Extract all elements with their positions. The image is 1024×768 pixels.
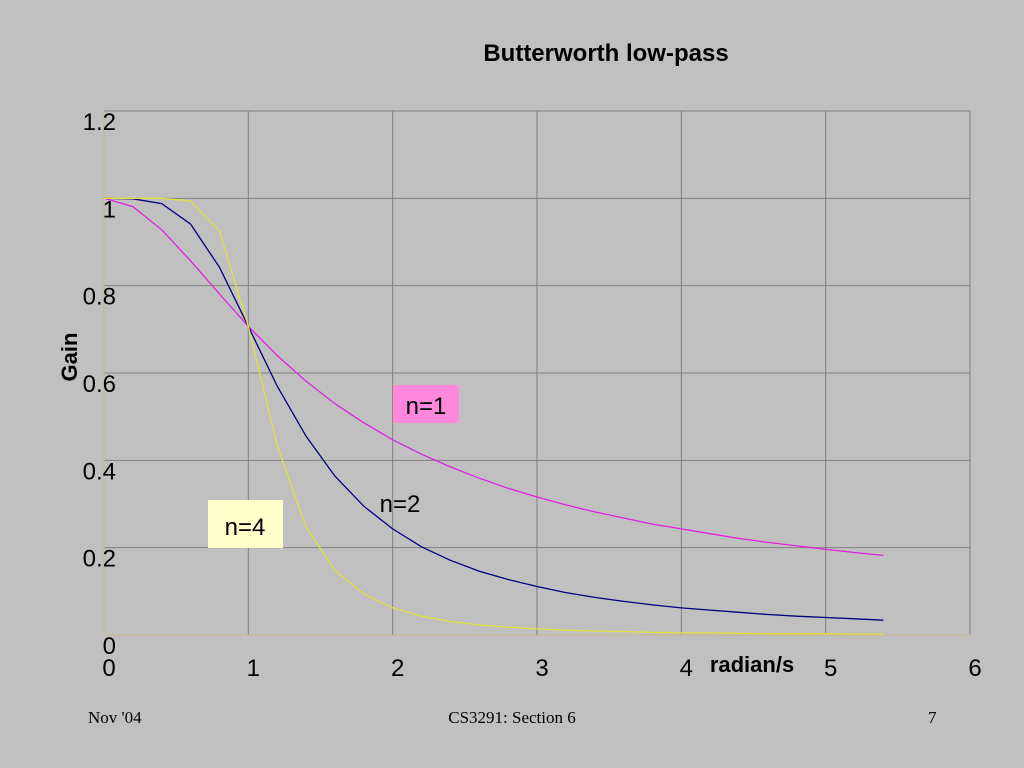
x-axis-label: radian/s — [710, 652, 794, 677]
annotation-box — [208, 500, 283, 548]
x-tick-label: 2 — [391, 655, 404, 682]
x-tick-label: 4 — [680, 655, 693, 682]
y-tick-label: 0.2 — [83, 546, 116, 573]
footer-course: CS3291: Section 6 — [448, 708, 576, 727]
annotation-n-1: n=1 — [393, 385, 459, 423]
annotation-n-2: n=2 — [380, 491, 421, 518]
annotation-label: n=4 — [225, 514, 266, 541]
x-tick-label: 0 — [102, 655, 115, 682]
series-line-n-1 — [103, 197, 884, 557]
gridlines — [104, 110, 971, 635]
x-tick-label: 5 — [824, 655, 837, 682]
annotation-box — [393, 385, 459, 423]
y-tick-label: 0.6 — [83, 371, 116, 398]
x-tick-label: 1 — [247, 655, 260, 682]
y-tick-label: 0.8 — [83, 284, 116, 311]
y-tick-labels: 0 0.2 0.4 0.6 0.8 1 1.2 — [83, 109, 116, 660]
footer-page-number: 7 — [928, 708, 937, 727]
footer-date: Nov '04 — [88, 708, 142, 727]
x-tick-labels: 0 1 2 3 4 5 6 — [102, 655, 981, 682]
x-tick-label: 6 — [968, 655, 981, 682]
annotation-label: n=1 — [406, 393, 447, 420]
series-line-n-4 — [104, 197, 884, 635]
y-tick-label: 1.2 — [83, 109, 116, 136]
annotations: n=1 n=2 n=4 — [208, 385, 459, 548]
chart-title: Butterworth low-pass — [483, 40, 728, 67]
y-tick-label: 1 — [103, 196, 116, 223]
y-tick-label: 0 — [103, 633, 116, 660]
series-lines — [103, 197, 884, 635]
x-tick-label: 3 — [535, 655, 548, 682]
y-tick-label: 0.4 — [83, 458, 116, 485]
y-axis-label: Gain — [57, 333, 82, 382]
annotation-label: n=2 — [380, 491, 421, 518]
annotation-n-4: n=4 — [208, 500, 283, 548]
series-line-n-2 — [103, 197, 884, 621]
